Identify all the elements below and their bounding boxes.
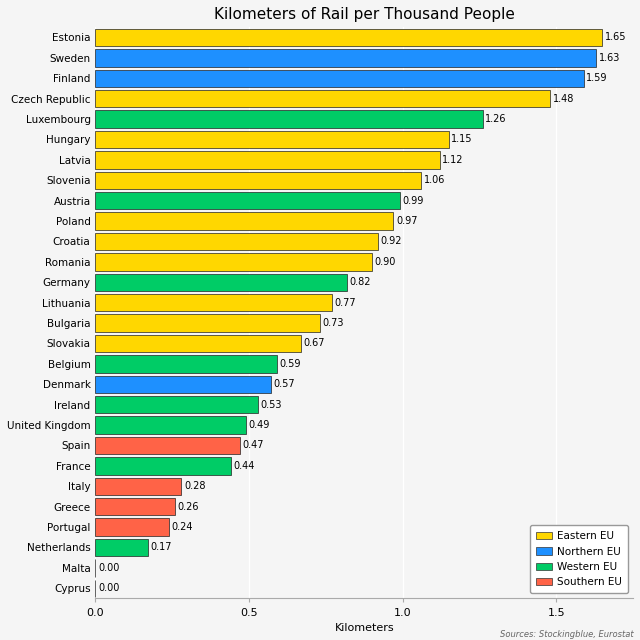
Text: 0.67: 0.67 [304,339,325,348]
Text: 0.17: 0.17 [150,543,172,552]
Bar [95,172,421,189]
Text: 0.90: 0.90 [374,257,396,267]
Text: 0.99: 0.99 [402,196,424,205]
Bar [95,355,276,372]
Text: 0.24: 0.24 [172,522,193,532]
Text: 0.57: 0.57 [273,380,294,389]
Bar [95,151,440,168]
Bar [95,90,550,108]
Text: 0.47: 0.47 [243,440,264,451]
Bar [95,29,602,46]
Text: 0.26: 0.26 [178,502,199,511]
Bar [95,274,348,291]
Legend: Eastern EU, Northern EU, Western EU, Southern EU: Eastern EU, Northern EU, Western EU, Sou… [530,525,628,593]
Bar [95,457,230,474]
Bar [95,437,240,454]
Text: 1.06: 1.06 [424,175,445,185]
Text: 0.00: 0.00 [98,563,119,573]
Bar [95,335,301,352]
Bar [95,518,169,536]
Bar [95,477,182,495]
Text: 0.77: 0.77 [335,298,356,308]
Text: 1.65: 1.65 [605,33,627,42]
Bar [95,376,271,393]
Bar [95,294,332,311]
Text: 0.82: 0.82 [350,277,371,287]
Text: 1.15: 1.15 [451,134,473,145]
Text: 0.73: 0.73 [322,318,344,328]
Text: 0.00: 0.00 [98,583,119,593]
Text: 1.12: 1.12 [442,155,463,165]
Bar [95,253,372,271]
Bar [95,212,394,230]
Text: 0.28: 0.28 [184,481,205,492]
Text: 1.26: 1.26 [485,114,506,124]
Bar [95,233,378,250]
Bar [95,539,148,556]
Title: Kilometers of Rail per Thousand People: Kilometers of Rail per Thousand People [214,7,515,22]
Bar [95,49,596,67]
Text: 0.49: 0.49 [248,420,270,430]
Bar [95,314,320,332]
Bar [95,498,175,515]
Text: 1.59: 1.59 [586,73,608,83]
Text: 0.44: 0.44 [233,461,255,471]
Text: 0.59: 0.59 [279,359,301,369]
Text: 0.97: 0.97 [396,216,417,226]
Bar [95,111,483,128]
Text: 0.53: 0.53 [260,399,282,410]
Text: 1.48: 1.48 [552,93,574,104]
Bar [95,70,584,87]
Bar [95,396,259,413]
X-axis label: Kilometers: Kilometers [335,623,394,633]
Text: 1.63: 1.63 [598,53,620,63]
Bar [95,192,399,209]
Bar [95,131,449,148]
Bar [95,417,246,434]
Text: 0.92: 0.92 [381,236,402,246]
Text: Sources: Stockingblue, Eurostat: Sources: Stockingblue, Eurostat [500,630,634,639]
